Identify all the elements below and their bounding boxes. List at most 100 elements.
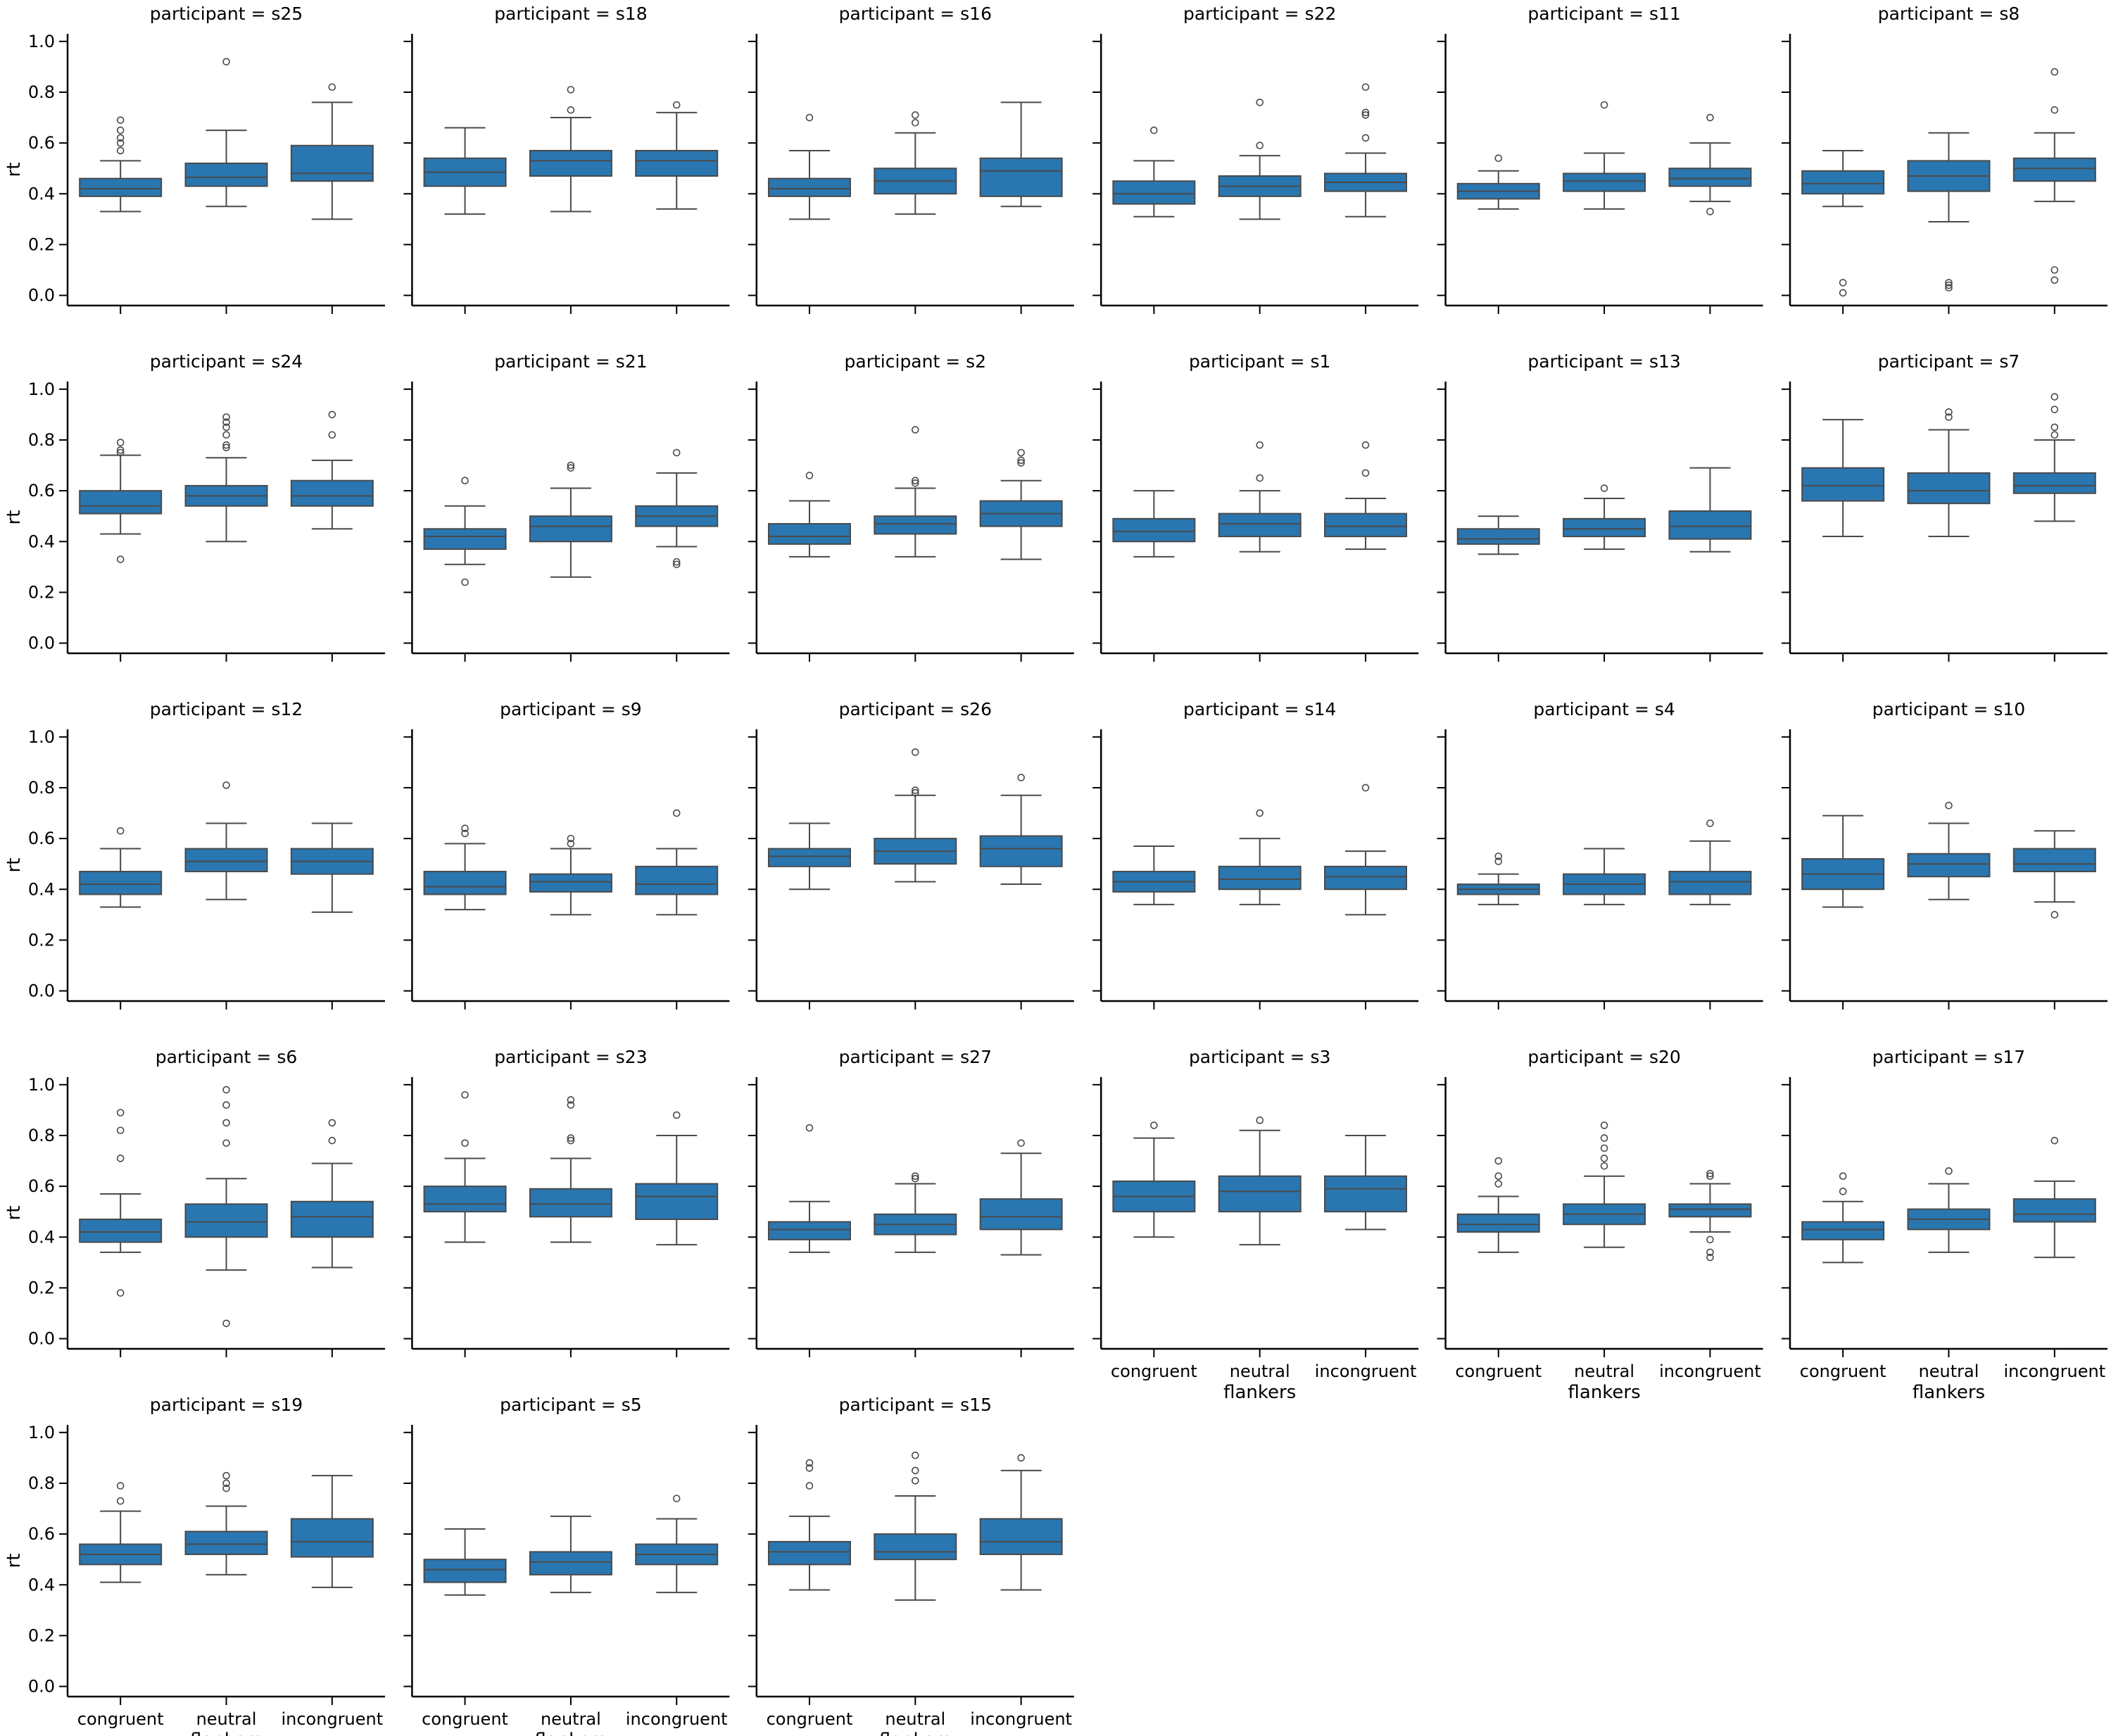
outlier-point [912, 426, 919, 434]
outlier-point [2050, 1136, 2059, 1145]
outlier-point [1706, 113, 1714, 122]
box-congruent [79, 1109, 163, 1297]
outlier-point [1361, 441, 1370, 449]
outlier-point [1600, 1155, 1608, 1162]
facet-title: participant = s20 [1527, 1047, 1680, 1067]
outlier-point [1150, 1121, 1158, 1129]
outlier-point [461, 578, 469, 586]
facet-title: participant = s1 [1189, 351, 1331, 372]
y-tick-label: 0.2 [28, 582, 55, 602]
y-tick-label: 1.0 [28, 379, 55, 399]
outlier-point [461, 829, 469, 838]
outlier-point [116, 126, 125, 134]
outlier-point [805, 1124, 814, 1132]
outlier-point [567, 86, 575, 94]
box-iqr [184, 1530, 268, 1555]
facet-title: participant = s7 [1878, 351, 2020, 372]
facet-title: participant = s8 [1878, 4, 2020, 24]
outlier-point [1017, 774, 1025, 781]
box-incongruent [635, 809, 719, 916]
facet-panel-s13: participant = s13 [1437, 351, 1763, 662]
box-incongruent [1324, 83, 1408, 218]
x-tick-label: congruent [422, 1709, 508, 1729]
y-tick-label: 0.0 [28, 1677, 55, 1697]
box-congruent [1112, 126, 1196, 218]
outlier-point [805, 113, 814, 122]
box-congruent [1456, 515, 1540, 555]
y-tick-label: 0.4 [28, 184, 55, 203]
box-iqr [635, 865, 719, 895]
outlier-point [1256, 474, 1264, 482]
outlier-point [1706, 1172, 1714, 1180]
x-tick-label: incongruent [626, 1709, 728, 1729]
box-congruent [79, 826, 163, 908]
outlier-point [116, 116, 125, 124]
x-tick-label: congruent [1111, 1361, 1197, 1381]
facet-title: participant = s15 [839, 1395, 992, 1415]
box-iqr [1563, 172, 1646, 192]
box-iqr [635, 1183, 719, 1221]
outlier-point [567, 1096, 575, 1104]
facet-panel-s2: participant = s2 [748, 351, 1074, 662]
outlier-point [1706, 1253, 1714, 1262]
box-neutral [529, 1515, 612, 1594]
box-incongruent [2012, 1136, 2096, 1259]
box-incongruent [635, 448, 719, 569]
y-axis-label: rt [4, 510, 25, 525]
outlier-point [1706, 208, 1714, 215]
box-incongruent [635, 1495, 719, 1594]
x-tick-label: neutral [885, 1709, 945, 1729]
box-neutral [529, 461, 612, 578]
x-tick-label: congruent [77, 1709, 164, 1729]
box-iqr [767, 1540, 851, 1566]
outlier-point [567, 1136, 575, 1145]
outlier-point [116, 1497, 125, 1505]
facet-panel-s6: participant = s6 0.0 0.2 0.4 0.6 0.8 1.0 rt [4, 1047, 385, 1357]
outlier-point [1945, 281, 1953, 289]
box-incongruent [1668, 467, 1752, 553]
outlier-point [461, 477, 469, 484]
facet-title: participant = s16 [839, 4, 992, 24]
outlier-point [1839, 289, 1847, 297]
y-axis-label: rt [4, 1206, 25, 1221]
facet-panel-s15: participant = s15 congruent neutral incongr… [748, 1395, 1074, 1736]
box-congruent [1801, 814, 1885, 908]
box-incongruent [290, 410, 374, 530]
box-iqr [184, 848, 268, 873]
box-iqr [1801, 170, 1885, 195]
box-congruent [767, 1124, 851, 1253]
box-iqr [1456, 1213, 1540, 1233]
facet-title: participant = s6 [156, 1047, 298, 1067]
box-iqr [1456, 528, 1540, 545]
box-congruent [423, 477, 507, 586]
facet-panel-s16: participant = s16 [748, 4, 1074, 314]
box-neutral [1907, 132, 1991, 292]
outlier-point [222, 1101, 230, 1109]
outlier-point [222, 781, 230, 789]
outlier-point [912, 1466, 919, 1475]
outlier-point [1600, 1121, 1608, 1129]
y-tick-label: 0.0 [28, 981, 55, 1001]
outlier-point [222, 1319, 230, 1328]
facet-panel-s25: participant = s25 0.0 0.2 0.4 0.6 0.8 1.0 rt [4, 4, 385, 314]
outlier-point [1945, 413, 1953, 421]
outlier-point [461, 824, 469, 832]
outlier-point [116, 1155, 125, 1162]
facet-panel-s20: participant = s20 congruent neutral incongr… [1437, 1047, 1763, 1403]
box-congruent [79, 116, 163, 213]
facet-title: participant = s25 [150, 4, 303, 24]
box-iqr [1324, 865, 1408, 891]
outlier-point [222, 1484, 230, 1492]
outlier-point [1361, 83, 1370, 92]
box-iqr [767, 848, 851, 867]
outlier-point [1600, 1134, 1608, 1142]
box-iqr [79, 177, 163, 197]
outlier-point [1017, 1454, 1025, 1462]
box-iqr [529, 515, 612, 543]
box-neutral [1907, 408, 1991, 538]
facet-title: participant = s18 [494, 4, 647, 24]
y-tick-label: 0.0 [28, 634, 55, 653]
outlier-point [2050, 393, 2059, 401]
box-iqr [1907, 472, 1991, 505]
